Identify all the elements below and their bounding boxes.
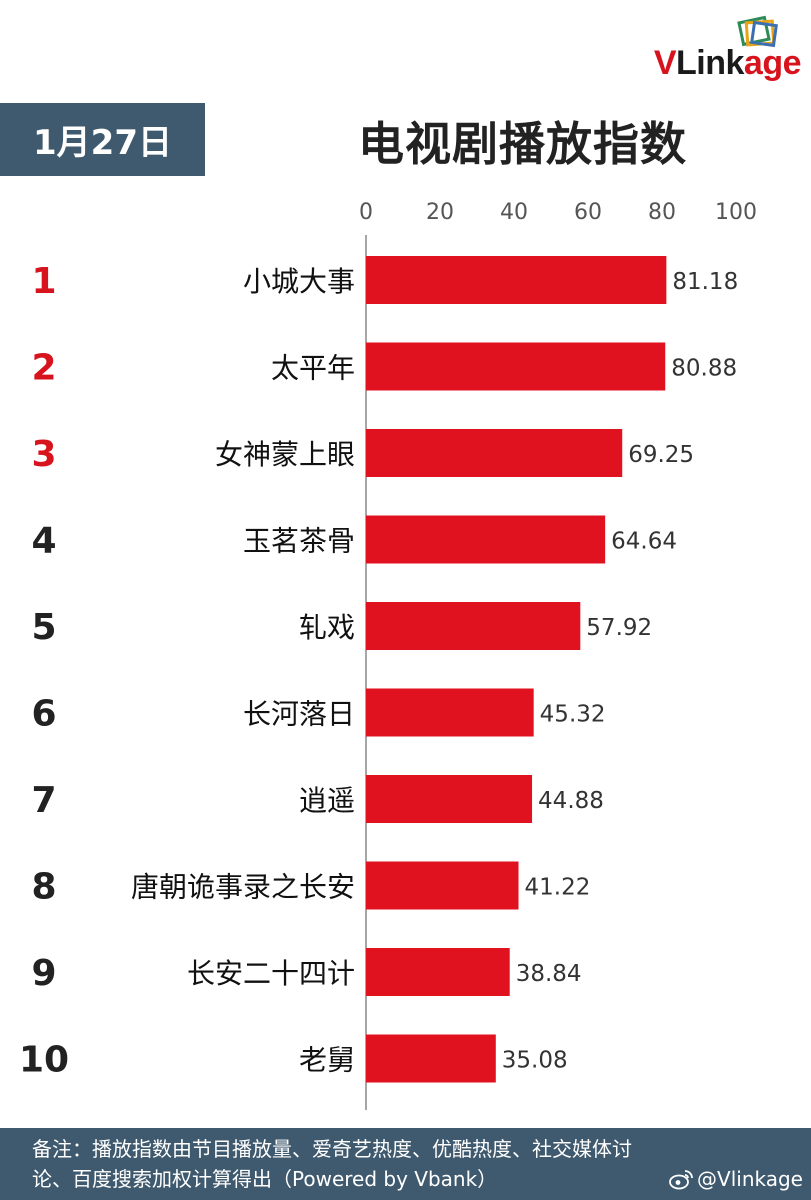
value-label: 69.25 xyxy=(628,442,694,468)
bar xyxy=(366,688,534,737)
rank-number: 3 xyxy=(31,434,56,475)
x-tick-label: 40 xyxy=(500,200,528,225)
footer-note-line-2: 论、百度搜索加权计算得出（Powered by Vbank） xyxy=(32,1167,498,1191)
value-label: 41.22 xyxy=(525,875,591,901)
footer-bar: 备注：播放指数由节目播放量、爱奇艺热度、优酷热度、社交媒体讨 论、百度搜索加权计… xyxy=(0,1128,811,1200)
x-tick-label: 80 xyxy=(648,200,676,225)
bar xyxy=(366,948,510,996)
value-label: 80.88 xyxy=(671,356,737,382)
rank-number: 8 xyxy=(31,867,56,908)
date-badge: 1月27日 xyxy=(0,103,205,176)
value-label: 64.64 xyxy=(611,529,677,555)
bar xyxy=(366,429,623,477)
bar xyxy=(366,602,581,650)
value-label: 45.32 xyxy=(540,702,606,728)
date-text: 1月27日 xyxy=(33,123,172,163)
logo-text: VLinkage xyxy=(653,44,802,82)
footer-note-line-1: 备注：播放指数由节目播放量、爱奇艺热度、优酷热度、社交媒体讨 xyxy=(32,1137,632,1161)
value-label: 38.84 xyxy=(516,961,582,987)
category-label: 长安二十四计 xyxy=(187,957,355,990)
bar-chart: 0 20 40 60 80 100 1 小城大事 81.18 2 太平年 80.88 3 女神蒙上眼 69.… xyxy=(19,200,757,1110)
weibo-handle: @Vlinkage xyxy=(668,1164,803,1194)
value-label: 57.92 xyxy=(586,615,652,641)
rank-number: 6 xyxy=(31,694,56,735)
category-label: 太平年 xyxy=(271,352,355,385)
x-tick-label: 0 xyxy=(359,200,373,225)
category-label: 唐朝诡事录之长安 xyxy=(131,871,355,904)
bar xyxy=(366,342,666,391)
vlinkage-logo: VLinkage xyxy=(601,14,802,88)
bar xyxy=(366,515,606,564)
rank-number: 9 xyxy=(31,953,56,994)
page-title: 电视剧播放指数 xyxy=(358,117,687,171)
value-label: 35.08 xyxy=(502,1048,568,1074)
category-label: 小城大事 xyxy=(243,265,355,298)
footer-note: 备注：播放指数由节目播放量、爱奇艺热度、优酷热度、社交媒体讨 论、百度搜索加权计… xyxy=(32,1134,652,1194)
category-label: 逍遥 xyxy=(299,784,355,817)
bar xyxy=(366,1034,496,1083)
weibo-icon xyxy=(669,1170,693,1190)
rank-number: 7 xyxy=(31,780,56,821)
weibo-handle-text: @Vlinkage xyxy=(697,1167,803,1191)
bar xyxy=(366,256,667,304)
rank-number: 2 xyxy=(31,348,56,389)
rank-number: 4 xyxy=(31,521,56,562)
category-label: 玉茗茶骨 xyxy=(243,525,355,558)
category-label: 轧戏 xyxy=(299,611,355,644)
x-tick-label: 60 xyxy=(574,200,602,225)
rank-number: 1 xyxy=(31,261,56,302)
bar xyxy=(366,861,519,910)
x-tick-label: 100 xyxy=(715,200,757,225)
rank-number: 10 xyxy=(19,1040,69,1081)
x-tick-label: 20 xyxy=(426,200,454,225)
category-label: 女神蒙上眼 xyxy=(215,438,355,471)
bar xyxy=(366,775,533,823)
value-label: 81.18 xyxy=(672,269,738,295)
logo-cards-icon xyxy=(737,15,778,48)
category-label: 老舅 xyxy=(299,1044,355,1077)
category-label: 长河落日 xyxy=(243,698,355,731)
value-label: 44.88 xyxy=(538,788,604,814)
rank-number: 5 xyxy=(31,607,56,648)
